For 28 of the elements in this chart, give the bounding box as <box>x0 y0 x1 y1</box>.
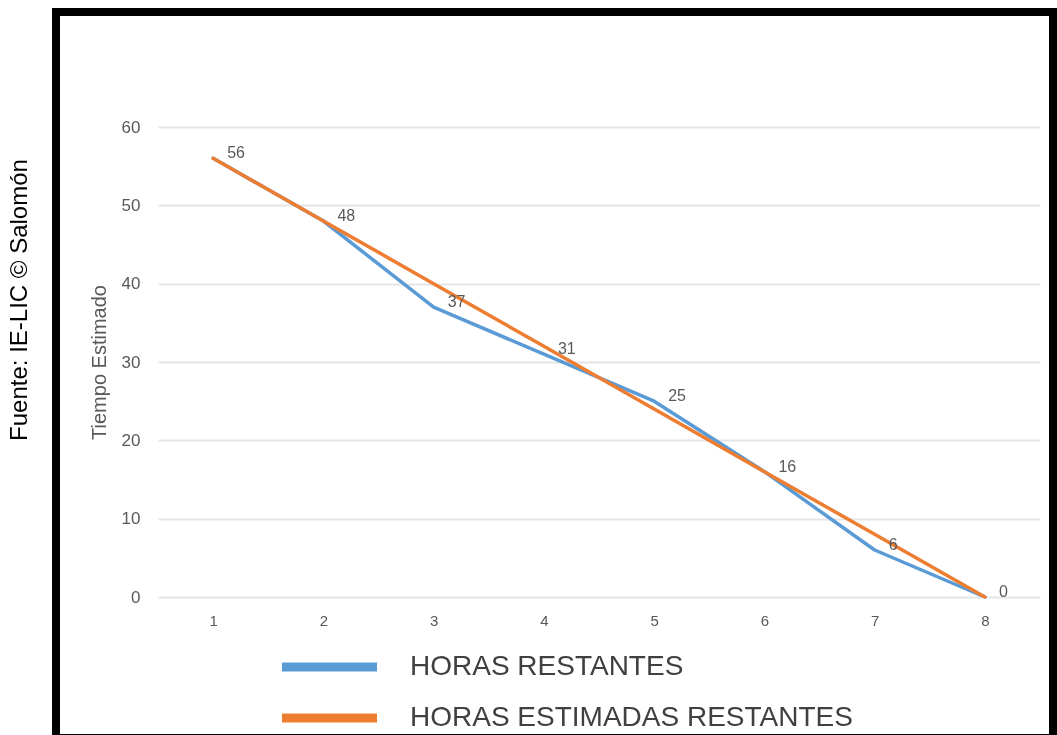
legend-label: HORAS ESTIMADAS RESTANTES <box>410 701 853 732</box>
data-label: 16 <box>778 457 797 475</box>
x-tick-label: 6 <box>760 611 770 629</box>
x-tick-label: 4 <box>540 611 549 629</box>
y-tick-label: 0 <box>131 587 141 607</box>
x-tick-label: 3 <box>429 611 439 629</box>
data-label: 31 <box>557 340 576 358</box>
line-series <box>211 156 987 599</box>
y-axis-title: Tiempo Estimado <box>87 285 110 440</box>
y-tick-label: 40 <box>121 274 141 294</box>
y-tick-label: 60 <box>121 117 141 137</box>
source-note: Fuente: IE-LIC © Salomón <box>5 159 32 441</box>
x-tick-label: 5 <box>650 611 659 629</box>
data-label: 48 <box>337 207 356 224</box>
data-label: 37 <box>447 293 466 311</box>
y-tick-label: 20 <box>121 430 141 450</box>
data-label: 25 <box>668 387 687 405</box>
data-label: 0 <box>998 583 1008 600</box>
data-label: 56 <box>227 144 246 162</box>
y-tick-label: 30 <box>121 352 141 372</box>
y-tick-label: 50 <box>121 195 141 215</box>
legend-label: HORAS RESTANTES <box>410 650 684 681</box>
x-tick-label: 7 <box>870 611 880 629</box>
data-label: 6 <box>888 536 898 553</box>
x-tick-label: 1 <box>209 611 218 629</box>
x-tick-label: 8 <box>981 611 990 629</box>
y-tick-label: 10 <box>121 509 141 529</box>
x-tick-label: 2 <box>319 611 329 629</box>
